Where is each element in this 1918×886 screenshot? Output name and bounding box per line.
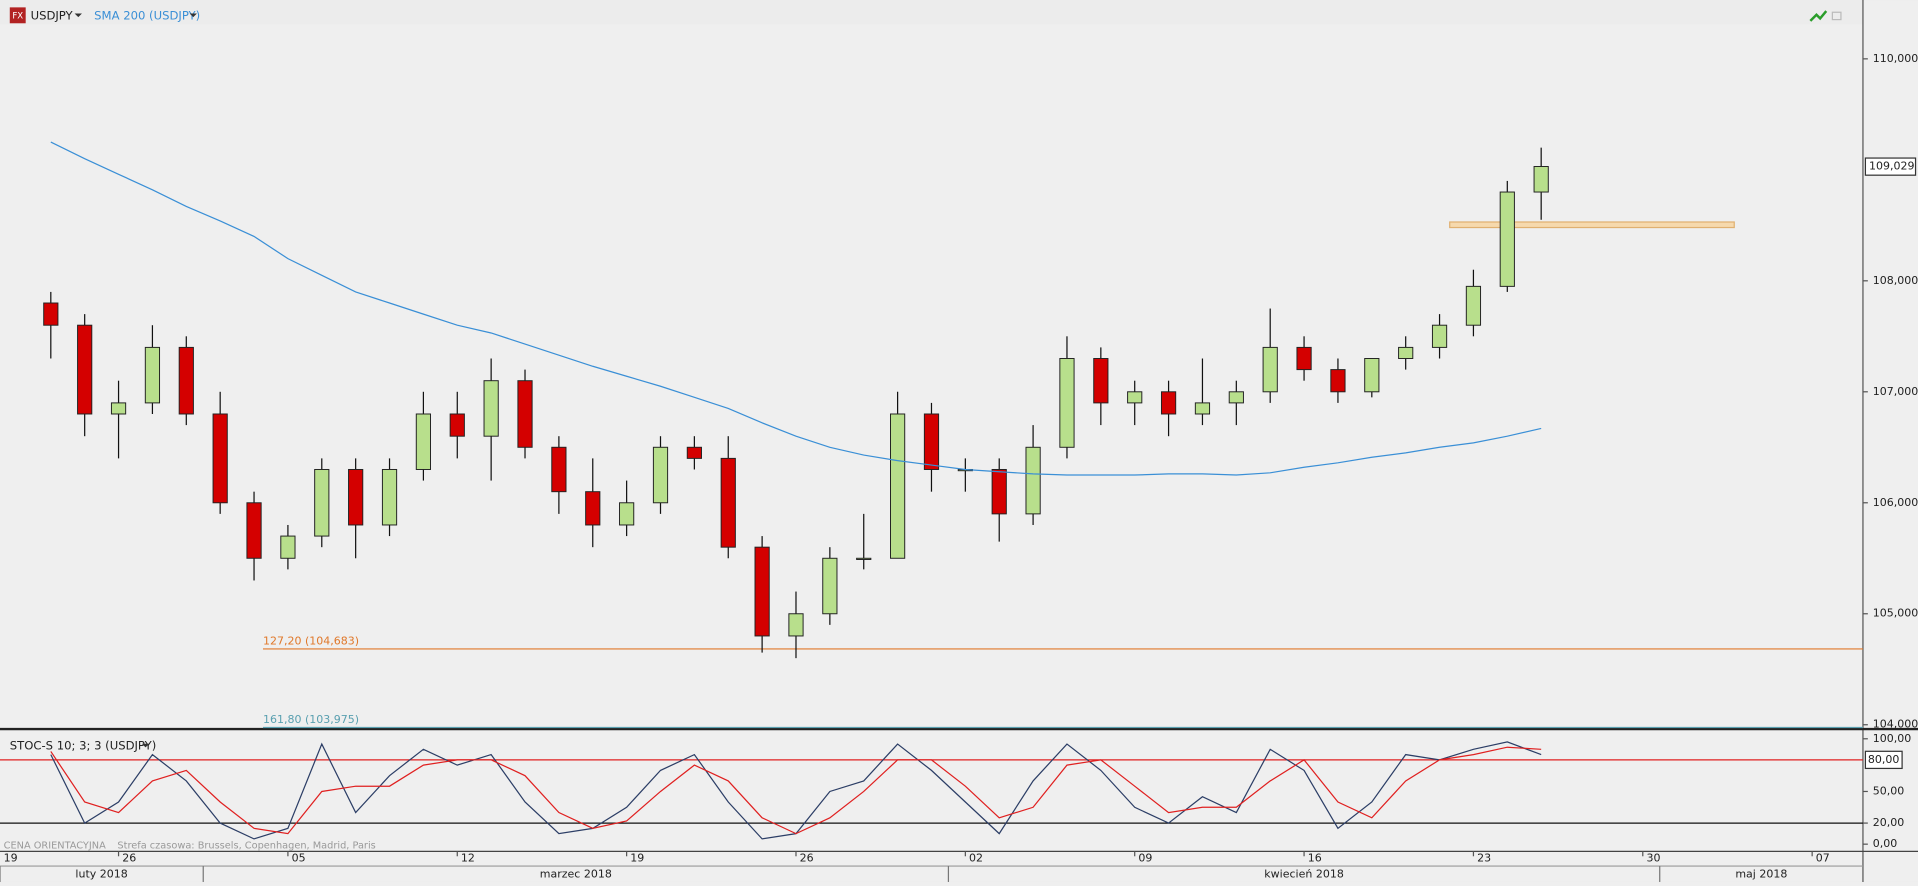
- candle-body: [1059, 358, 1075, 448]
- candle-body: [1364, 358, 1380, 393]
- trend-icon[interactable]: [1809, 10, 1828, 22]
- candle-body: [1296, 346, 1312, 371]
- y-tick-label: 106,000: [1873, 496, 1918, 509]
- candle-body: [686, 446, 702, 459]
- candle-body: [822, 557, 838, 615]
- candle-body: [991, 468, 1007, 515]
- candle-body: [1228, 391, 1244, 404]
- candle-body: [890, 413, 906, 559]
- candle-body: [1093, 358, 1109, 404]
- support-zone: [1449, 221, 1735, 229]
- candle-body: [1465, 285, 1482, 326]
- last-value-label: 80,00: [1868, 753, 1900, 766]
- x-tick-label: 19: [4, 852, 18, 865]
- x-tick-label: 23: [1477, 852, 1491, 865]
- candle-body: [652, 446, 669, 504]
- candle-body: [178, 346, 194, 415]
- last-value-box: [1864, 750, 1903, 770]
- y-tick-label: 107,000: [1873, 385, 1918, 398]
- x-tick-label: 07: [1816, 852, 1830, 865]
- x-tick-label: 16: [1308, 852, 1322, 865]
- dropdown-arrow[interactable]: [189, 13, 197, 18]
- y-tick-label: 50,00: [1873, 784, 1905, 797]
- candle-body: [415, 413, 432, 470]
- candle-body: [1533, 166, 1549, 193]
- candle-body: [551, 446, 567, 493]
- candle-body: [1127, 391, 1143, 404]
- candle-body: [43, 302, 59, 326]
- candle-body: [1194, 402, 1211, 415]
- candle-body: [144, 346, 161, 404]
- x-tick-label: 09: [1138, 852, 1152, 865]
- x-tick-label: 02: [969, 852, 983, 865]
- candle-body: [1160, 391, 1177, 415]
- candle-body: [77, 324, 93, 415]
- footer-note: CENA ORIENTACYJNA: [4, 840, 106, 851]
- candle-body: [483, 380, 499, 437]
- month-label: maj 2018: [1735, 868, 1787, 881]
- candle-body: [856, 557, 872, 560]
- toolbar: [0, 0, 1863, 25]
- candle-body: [754, 546, 770, 637]
- candle-body: [1330, 369, 1346, 393]
- indicator-name[interactable]: SMA 200 (USDJPY): [94, 8, 200, 22]
- y-tick-label: 20,00: [1873, 816, 1905, 829]
- candle-body: [517, 380, 533, 448]
- x-tick-label: 12: [461, 852, 475, 865]
- candle-body: [280, 535, 296, 559]
- y-tick-label: 110,000: [1873, 52, 1918, 65]
- y-tick-label: 105,000: [1873, 607, 1918, 620]
- candle-body: [449, 413, 465, 437]
- month-label: luty 2018: [75, 868, 127, 881]
- dropdown-arrow[interactable]: [141, 743, 150, 748]
- oscillator-line: [50, 746, 1542, 835]
- x-tick-label: 26: [800, 852, 814, 865]
- candle-body: [923, 413, 940, 470]
- fib-label: 127,20 (104,683): [263, 635, 359, 648]
- candle-body: [110, 402, 127, 415]
- x-tick-label: 05: [292, 852, 306, 865]
- fib-label: 161,80 (103,975): [263, 713, 359, 726]
- fx-icon-label: FX: [12, 11, 23, 21]
- last-price-label: 109,029: [1869, 160, 1915, 173]
- candle-body: [585, 491, 601, 526]
- x-tick-label: 19: [630, 852, 644, 865]
- dropdown-arrow[interactable]: [74, 13, 82, 18]
- sma-line: [50, 141, 1542, 476]
- candle-body: [314, 468, 330, 537]
- x-tick-label: 26: [122, 852, 136, 865]
- candle-body: [212, 413, 228, 504]
- y-tick-label: 104,000: [1873, 718, 1918, 731]
- candle-body: [619, 502, 635, 526]
- candle-body: [1431, 324, 1448, 348]
- y-tick-label: 108,000: [1873, 274, 1918, 287]
- symbol-name[interactable]: USDJPY: [31, 8, 74, 22]
- footer-note: Strefa czasowa: Brussels, Copenhagen, Ma…: [117, 840, 375, 851]
- fx-icon[interactable]: [9, 7, 26, 24]
- candle-body: [1025, 446, 1041, 515]
- candle-body: [1499, 191, 1515, 287]
- candle-body: [720, 457, 736, 548]
- indicator-title[interactable]: STOC-S 10; 3; 3 (USDJPY): [10, 739, 157, 753]
- candle-body: [1398, 346, 1414, 359]
- month-label: kwiecień 2018: [1264, 868, 1344, 881]
- y-tick-label: 0,00: [1873, 837, 1898, 850]
- candle-body: [381, 468, 398, 526]
- last-price-box: [1864, 157, 1917, 176]
- x-tick-label: 30: [1646, 852, 1660, 865]
- candle-body: [1262, 346, 1278, 393]
- candle-body: [246, 502, 262, 559]
- month-label: marzec 2018: [540, 868, 612, 881]
- y-tick-label: 100,00: [1873, 732, 1912, 745]
- candle-body: [788, 613, 804, 637]
- window-icon[interactable]: [1831, 11, 1842, 21]
- candle-body: [348, 468, 364, 526]
